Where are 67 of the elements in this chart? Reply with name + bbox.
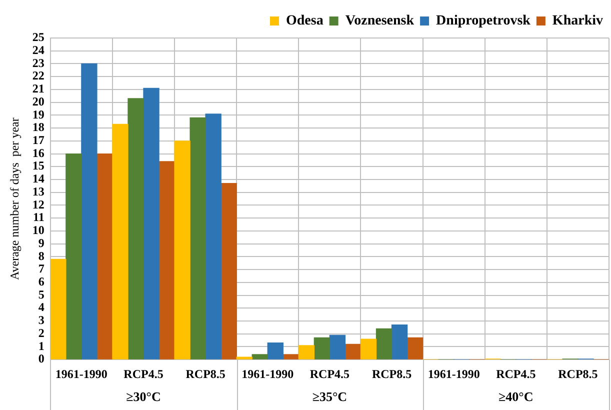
y-tick-label: 25	[32, 30, 44, 44]
y-tick-label: 20	[32, 94, 44, 108]
bar	[96, 153, 113, 360]
y-tick-label: 23	[32, 56, 44, 70]
bar	[174, 140, 190, 360]
y-tick-label: 8	[38, 248, 44, 263]
bar	[252, 354, 268, 360]
y-tick-label: 19	[32, 107, 44, 122]
y-tick-label: 11	[33, 210, 44, 224]
text: ≥30°C	[126, 388, 161, 404]
y-tick-label: 6	[38, 274, 44, 289]
y-tick-label: 13	[32, 184, 44, 198]
y-tick-label: 10	[32, 223, 44, 238]
text: ≥35°C	[312, 388, 348, 404]
y-tick-label: 4	[38, 300, 44, 314]
y-tick-label: 1	[38, 338, 44, 353]
x-tick-label: RCP8.5	[372, 366, 412, 381]
bar	[376, 328, 392, 360]
bar	[391, 324, 408, 360]
bar	[406, 337, 424, 360]
x-tick-label: RCP4.5	[310, 366, 350, 381]
bar	[81, 63, 98, 360]
bar	[298, 345, 315, 360]
legend-label: Odesa	[286, 14, 324, 29]
y-tick-label: 24	[32, 42, 44, 57]
bar	[112, 124, 128, 360]
bar	[205, 114, 222, 360]
bar	[158, 161, 175, 360]
x-tick-label: 1961-1990	[242, 366, 294, 381]
y-tick-label: 21	[32, 82, 44, 96]
bar	[143, 88, 160, 360]
y-tick-label: 2	[38, 326, 44, 340]
y-tick-label: 18	[32, 120, 44, 134]
legend-label: Voznesensk	[345, 14, 414, 29]
bar	[267, 342, 284, 360]
bar	[360, 338, 377, 360]
bar	[314, 337, 330, 360]
y-tick-label: 12	[32, 197, 44, 212]
y-tick-label: 17	[32, 133, 44, 148]
y-tick-label: 16	[32, 146, 44, 160]
y-tick-label: 22	[32, 68, 44, 83]
bar	[220, 183, 237, 360]
y-axis-title: Average number of days per year	[7, 118, 22, 280]
x-tick-label: RCP8.5	[558, 366, 598, 381]
legend-label: Kharkiv	[552, 14, 604, 29]
y-tick-label: 14	[32, 172, 44, 186]
x-tick-label: RCP4.5	[124, 366, 164, 381]
bar	[128, 98, 144, 360]
x-tick-label: 1961-1990	[428, 366, 480, 381]
bar	[236, 356, 252, 360]
x-tick-label: 1961-1990	[55, 366, 108, 381]
text: ≥40°C	[498, 388, 534, 404]
y-tick-label: 9	[38, 236, 44, 250]
x-tick-label: RCP4.5	[496, 366, 536, 381]
bar	[282, 354, 299, 360]
bar	[190, 117, 206, 360]
y-tick-label: 5	[38, 287, 44, 302]
bar	[344, 344, 362, 360]
x-tick-label: RCP8.5	[186, 366, 226, 381]
bar	[50, 258, 66, 360]
legend-label: Dnipropetrovsk	[436, 14, 531, 29]
y-tick-label: 0	[38, 352, 44, 366]
y-tick-label: 3	[38, 313, 44, 328]
bar	[66, 153, 82, 360]
bar	[329, 334, 346, 360]
y-tick-label: 7	[38, 262, 44, 276]
y-tick-label: 15	[32, 158, 44, 173]
